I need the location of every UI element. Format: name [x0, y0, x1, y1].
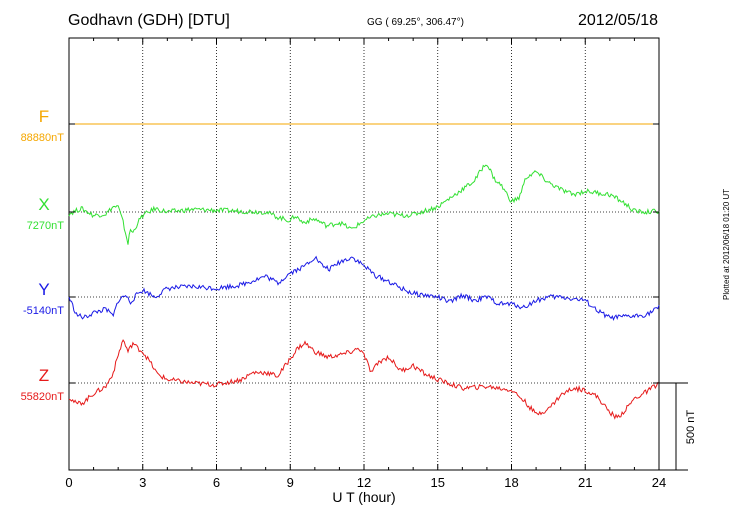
x-tick-label: 24: [652, 475, 666, 490]
series-line-z: [68, 339, 660, 420]
x-tick-label: 0: [65, 475, 72, 490]
x-axis-label: U T (hour): [332, 489, 395, 505]
component-label-z: Z: [39, 366, 49, 385]
baseline-value-f: 88880nT: [21, 132, 65, 144]
series-line-x: [68, 164, 660, 245]
x-tick-label: 6: [213, 475, 220, 490]
tick-layer: 0 3 6 9 12 15 18 21 24 F 88880nT X 7270nT Y -5140nT Z 55…: [21, 38, 666, 490]
grid-layer: [69, 38, 659, 470]
series-layer: [68, 123, 660, 420]
scale-bar: 500 nT: [659, 382, 697, 471]
baseline-value-z: 55820nT: [21, 391, 65, 403]
baseline-value-x: 7270nT: [27, 220, 65, 232]
x-tick-label: 3: [139, 475, 146, 490]
component-label-f: F: [39, 107, 49, 126]
geographic-coordinates: GG ( 69.25°, 306.47°): [367, 17, 464, 28]
component-label-x: X: [38, 195, 49, 214]
component-label-y: Y: [38, 280, 49, 299]
series-line-y: [68, 255, 660, 321]
baseline-value-y: -5140nT: [23, 305, 64, 317]
x-tick-label: 15: [431, 475, 445, 490]
x-tick-label: 9: [287, 475, 294, 490]
plot-date: 2012/05/18: [578, 12, 659, 29]
scale-bar-label: 500 nT: [685, 410, 697, 445]
x-tick-label: 12: [357, 475, 371, 490]
x-tick-label: 21: [578, 475, 592, 490]
plotted-timestamp: Plotted at 2012/06/18 01:20 UT: [722, 188, 730, 300]
station-title: Godhavn (GDH) [DTU]: [68, 12, 230, 29]
x-tick-label: 18: [504, 475, 518, 490]
